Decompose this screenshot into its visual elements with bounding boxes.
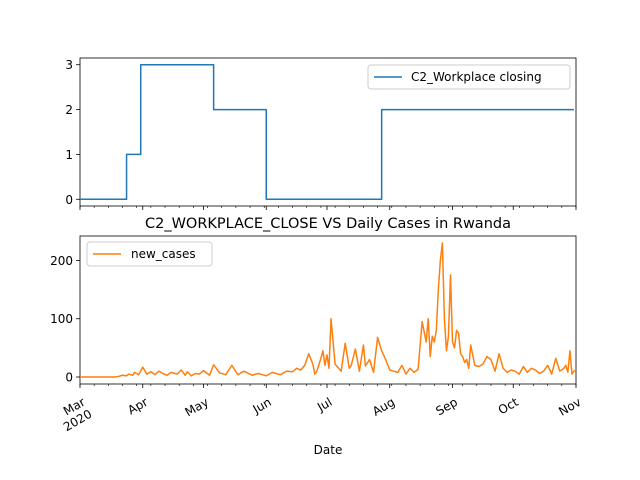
bottom-y-tick-label: 100 [50,312,73,326]
bottom-chart-title: C2_WORKPLACE_CLOSE VS Daily Cases in Rwa… [145,216,511,232]
bottom-x-tick-label: Apr [125,395,150,418]
bottom-x-tick-label: Jul [314,395,334,415]
top-series-line-0 [80,63,574,201]
bottom-x-tick-label: May [183,395,211,420]
bottom-y-tick-label: 0 [65,371,73,385]
top-legend: C2_Workplace closing [367,64,571,90]
top-y-tick-label: 1 [65,148,73,162]
bottom-x-axis-label: Date [314,443,343,457]
bottom-panel: C2_WORKPLACE_CLOSE VS Daily Cases in Rwa… [50,216,583,457]
bottom-series-line-0 [80,242,577,378]
bottom-legend-label: new_cases [131,247,196,261]
bottom-y-ticks: 0 100 200 [50,254,80,385]
bottom-x-ticks: Mar2020 Apr May Jun Jul Aug Sep Oct Nov [54,384,584,434]
top-y-tick-label: 0 [65,193,73,207]
bottom-legend-box [86,241,213,267]
bottom-x-tick-label: Sep [433,395,460,418]
top-series-group [80,63,574,201]
top-x-ticks [79,206,577,210]
bottom-series-group [80,242,577,378]
bottom-x-tick-label: Nov [556,395,583,419]
top-legend-box [367,64,571,90]
bottom-x-tick-label: Aug [370,395,397,419]
top-legend-label: C2_Workplace closing [411,70,542,84]
bottom-x-tick-label: Oct [496,395,521,418]
top-y-ticks: 0 1 2 3 [65,58,80,207]
bottom-x-tick-label: Mar2020 [54,395,94,434]
bottom-x-tick-label: Jun [250,395,274,417]
top-y-tick-label: 3 [65,58,73,72]
bottom-legend: new_cases [86,241,213,267]
top-y-tick-label: 2 [65,103,73,117]
bottom-y-tick-label: 200 [50,254,73,268]
top-panel: 0 1 2 3 C2_Workplace closing [65,57,577,210]
